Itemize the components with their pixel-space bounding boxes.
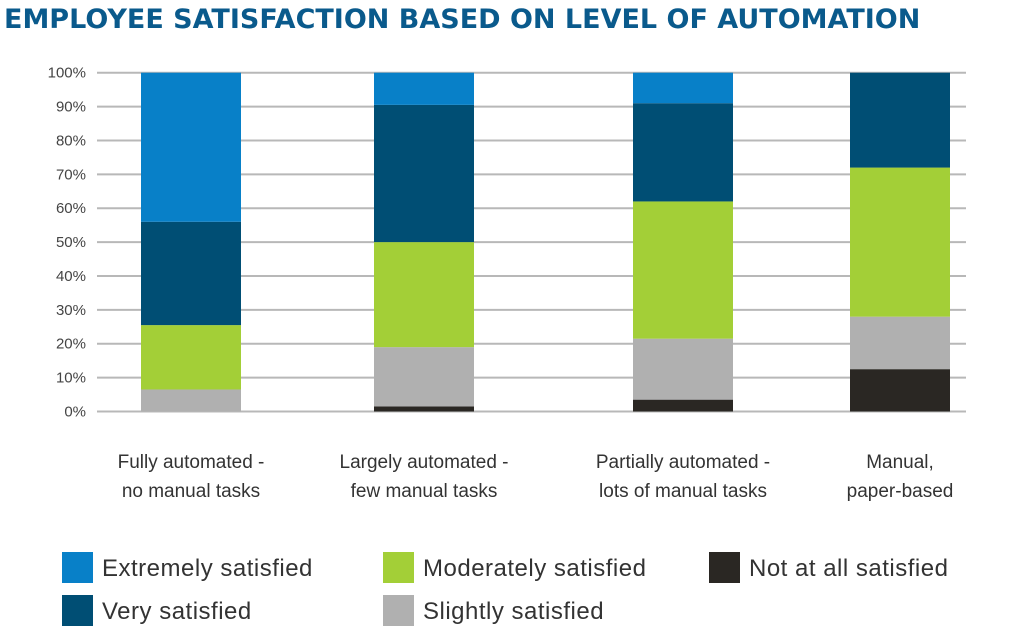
bar-segment-slightly-satisfied — [374, 347, 474, 407]
x-category-label: few manual tasks — [351, 481, 498, 502]
bar-segment-very-satisfied — [850, 72, 950, 168]
y-tick-label: 40% — [56, 268, 86, 285]
bar-segment-extremely-satisfied — [633, 72, 733, 104]
bar-segment-extremely-satisfied — [374, 72, 474, 105]
bar-segment-not-at-all-satisfied — [374, 406, 474, 412]
bar-segment-moderately-satisfied — [141, 325, 241, 390]
bar-segment-not-at-all-satisfied — [633, 399, 733, 412]
y-tick-label: 100% — [48, 65, 86, 82]
bar-segment-moderately-satisfied — [633, 201, 733, 339]
y-tick-label: 20% — [56, 336, 86, 353]
legend-label: Extremely satisfied — [102, 555, 313, 582]
legend-label: Not at all satisfied — [749, 555, 948, 582]
y-tick-label: 50% — [56, 234, 86, 251]
y-tick-label: 0% — [64, 404, 86, 421]
x-category-label: Fully automated - — [118, 452, 265, 473]
legend-swatch — [709, 552, 740, 583]
bar-segment-slightly-satisfied — [850, 316, 950, 370]
y-tick-label: 30% — [56, 302, 86, 319]
legend-label: Very satisfied — [102, 598, 252, 625]
legend-swatch — [383, 595, 414, 626]
bar-segment-moderately-satisfied — [850, 167, 950, 317]
bar-segment-extremely-satisfied — [141, 72, 241, 222]
x-category-label: Partially automated - — [596, 452, 770, 473]
x-category-label: Largely automated - — [340, 452, 509, 473]
y-tick-label: 90% — [56, 99, 86, 116]
legend-swatch — [383, 552, 414, 583]
bar-segment-very-satisfied — [374, 104, 474, 243]
x-category-label: paper-based — [847, 481, 954, 502]
legend-swatch — [62, 595, 93, 626]
bar-segment-very-satisfied — [141, 221, 241, 326]
bar-segment-very-satisfied — [633, 103, 733, 202]
y-tick-label: 10% — [56, 370, 86, 387]
bar-segment-slightly-satisfied — [141, 389, 241, 412]
legend-label: Moderately satisfied — [423, 555, 646, 582]
x-category-label: Manual, — [866, 452, 934, 473]
bar-segment-moderately-satisfied — [374, 242, 474, 348]
x-category-label: no manual tasks — [122, 481, 260, 502]
y-tick-label: 60% — [56, 200, 86, 217]
y-tick-label: 80% — [56, 132, 86, 149]
bar-segment-not-at-all-satisfied — [850, 369, 950, 412]
legend-label: Slightly satisfied — [423, 598, 604, 625]
x-category-label: lots of manual tasks — [599, 481, 767, 502]
legend-swatch — [62, 552, 93, 583]
chart-title: EMPLOYEE SATISFACTION BASED ON LEVEL OF … — [4, 4, 920, 35]
bar-segment-slightly-satisfied — [633, 338, 733, 400]
y-tick-label: 70% — [56, 166, 86, 183]
